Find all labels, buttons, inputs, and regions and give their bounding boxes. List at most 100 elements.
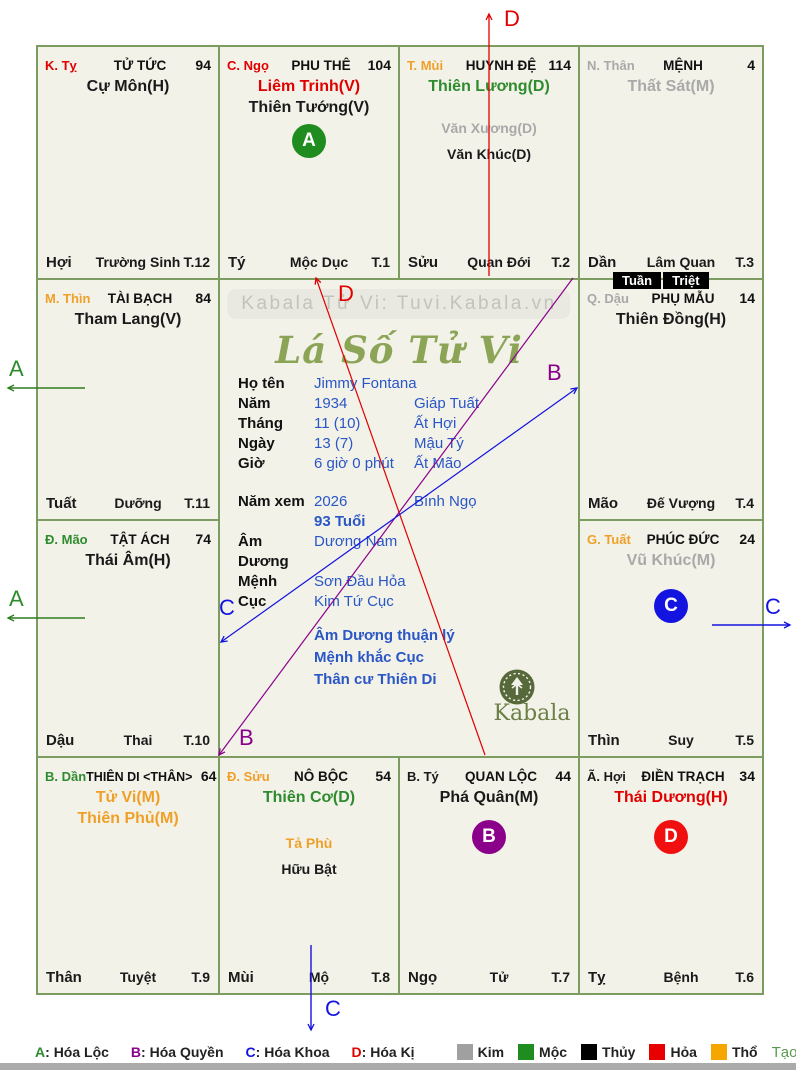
palace-name: TỬ TỨC [113,58,167,73]
info-label: Giờ [238,455,265,472]
site-credit-link[interactable]: Tạo lá số: Tuvi.Kabala.vn [771,1043,796,1061]
palace-name: PHỤ MẪU [651,291,715,306]
stage-label: Trường Sinh [95,254,181,270]
star-name: Thiên Cơ(D) [262,789,356,806]
legend-element-moc: Mộc [518,1044,567,1060]
element-name: Hỏa [670,1044,697,1060]
kabala-logo-text: Kabala [493,701,571,726]
legend-element-tho: Thổ [710,1044,758,1060]
stage-label: Đế Vượng [646,495,716,511]
cell-footer: Ngọ Tử T.7 [408,969,570,986]
branch-label: Ngọ [408,969,438,986]
view-year: 2026 [314,493,348,510]
palace-number: 94 [195,57,211,73]
cell-header: B. Dần THIÊN DI <THÂN> 64 [38,758,218,784]
palace-number: 64 [200,768,217,784]
horizontal-scrollbar[interactable] [0,1063,796,1070]
palace-name: THIÊN DI <THÂN> [86,770,193,784]
star-name: Tham Lang(V) [74,311,182,328]
arrow-label-a: A [9,586,24,611]
star-name: Thất Sát(M) [627,78,715,95]
stem-label: Q. Dậu [587,291,629,306]
stem-label: Đ. Sửu [227,769,270,784]
watermark-text: Kabala Tử Vi: Tuvi.Kabala.vn [227,289,571,319]
star-name: Vũ Khúc(M) [626,552,716,569]
stem-label: G. Tuất [587,532,631,547]
cell-footer: Tuất Dưỡng T.11 [46,495,210,512]
star-name: Thái Âm(H) [85,552,171,569]
element-name: Kim [477,1044,505,1060]
info-label: Năm [238,395,271,412]
legend-element-kim: Kim [456,1044,505,1060]
cell-footer: Dần Lâm Quan T.3 [588,254,754,271]
element-name: Thổ [731,1044,758,1060]
palace-number: 34 [739,768,755,784]
element-name: Mộc [539,1044,568,1060]
minor-star-name: Tả Phù [285,835,333,851]
note-line: Mệnh khắc Cục [314,649,425,666]
info-label: Tháng [238,415,283,432]
palace-cell-phu-the: C. Ngọ PHU THÊ 104 Liêm Trinh(V) Thiên T… [220,47,398,278]
star-name: Thiên Phủ(M) [77,810,179,827]
palace-cell-tat-ach: Đ. Mão TẬT ÁCH 74 Thái Âm(H) Dậu Thai T.… [38,521,218,756]
t-number: T.7 [551,969,570,985]
stage-label: Tử [489,969,509,985]
cell-header: Đ. Mão TẬT ÁCH 74 [38,521,218,547]
palace-cell-quan-loc: B. Tý QUAN LỘC 44 Phá Quân(M) B Ngọ Tử T… [400,758,578,993]
stem-label: N. Thân [587,58,635,73]
cell-footer: Thân Tuyệt T.9 [46,969,210,986]
stage-label: Dưỡng [114,495,162,511]
palace-cell-dien-trach: Ã. Hợi ĐIỀN TRẠCH 34 Thái Dương(H) D Tỵ … [580,758,762,993]
legend-letter: B [131,1044,150,1060]
palace-name: TÀI BẠCH [107,291,173,306]
stage-label: Lâm Quan [646,254,716,270]
legend-label: Hóa Lộc [53,1044,109,1060]
kim-color-swatch [456,1044,473,1060]
triet-badge: Triệt [663,272,709,289]
legend-element-hoa: Hỏa [649,1044,697,1060]
stage-label: Mộc Dục [289,254,349,270]
star-name: Thiên Đồng(H) [615,311,727,328]
palace-name: NÔ BỘC [294,769,348,784]
star-name: Cự Môn(H) [86,78,170,95]
note-line: Âm Dương thuận lý [314,627,455,644]
stage-label: Quan Đới [467,254,531,270]
t-number: T.12 [183,254,210,270]
element-name: Thủy [602,1044,636,1060]
cell-header: N. Thân MỆNH 4 [580,47,762,73]
palace-cell-phu-mau: Q. Dậu PHỤ MẪU 14 Thiên Đồng(H) Mão Đế V… [580,280,762,519]
branch-label: Mão [588,495,618,512]
birth-month: 11 (10) [314,415,361,432]
menh-value: Sơn Đầu Hỏa [314,573,406,590]
cell-footer: Mão Đế Vượng T.4 [588,495,754,512]
cell-footer: Hợi Trường Sinh T.12 [46,254,210,271]
minor-star-name: Văn Xương(D) [441,120,537,136]
legend-hoa-ki: DHóa Kị [352,1044,415,1060]
birth-month-canchi: Ất Hợi [414,415,457,432]
cell-header: T. Mùi HUYNH ĐỆ 114 [400,47,578,73]
arrow-label-b: B [239,725,254,750]
birth-year: 1934 [314,395,348,412]
person-name: Jimmy Fontana [314,375,417,392]
stem-label: T. Mùi [407,58,444,73]
palace-name: PHU THÊ [291,58,351,73]
legend-bar: AHóa Lộc BHóa Quyền CHóa Khoa DHóa Kị Ki… [35,1042,796,1062]
info-label: Năm xem [238,493,305,510]
stem-label: K. Tỵ [45,58,77,73]
palace-number: 44 [555,768,571,784]
t-number: T.10 [183,732,210,748]
cell-footer: Thìn Suy T.5 [588,732,754,749]
legend-letter: D [352,1044,371,1060]
age-value: 93 Tuổi [314,513,366,530]
stage-label: Mộ [308,969,330,985]
hoa-color-swatch [649,1044,666,1060]
t-number: T.1 [371,254,390,270]
info-label: Ngày [238,435,275,452]
branch-label: Dậu [46,732,75,749]
legend-label: Hóa Quyền [149,1044,224,1060]
palace-number: 54 [375,768,391,784]
star-name: Tử Vi(M) [95,789,161,806]
info-label: Âm Dương [238,533,289,570]
stem-label: C. Ngọ [227,58,269,73]
cell-footer: Tỵ Bệnh T.6 [588,969,754,986]
